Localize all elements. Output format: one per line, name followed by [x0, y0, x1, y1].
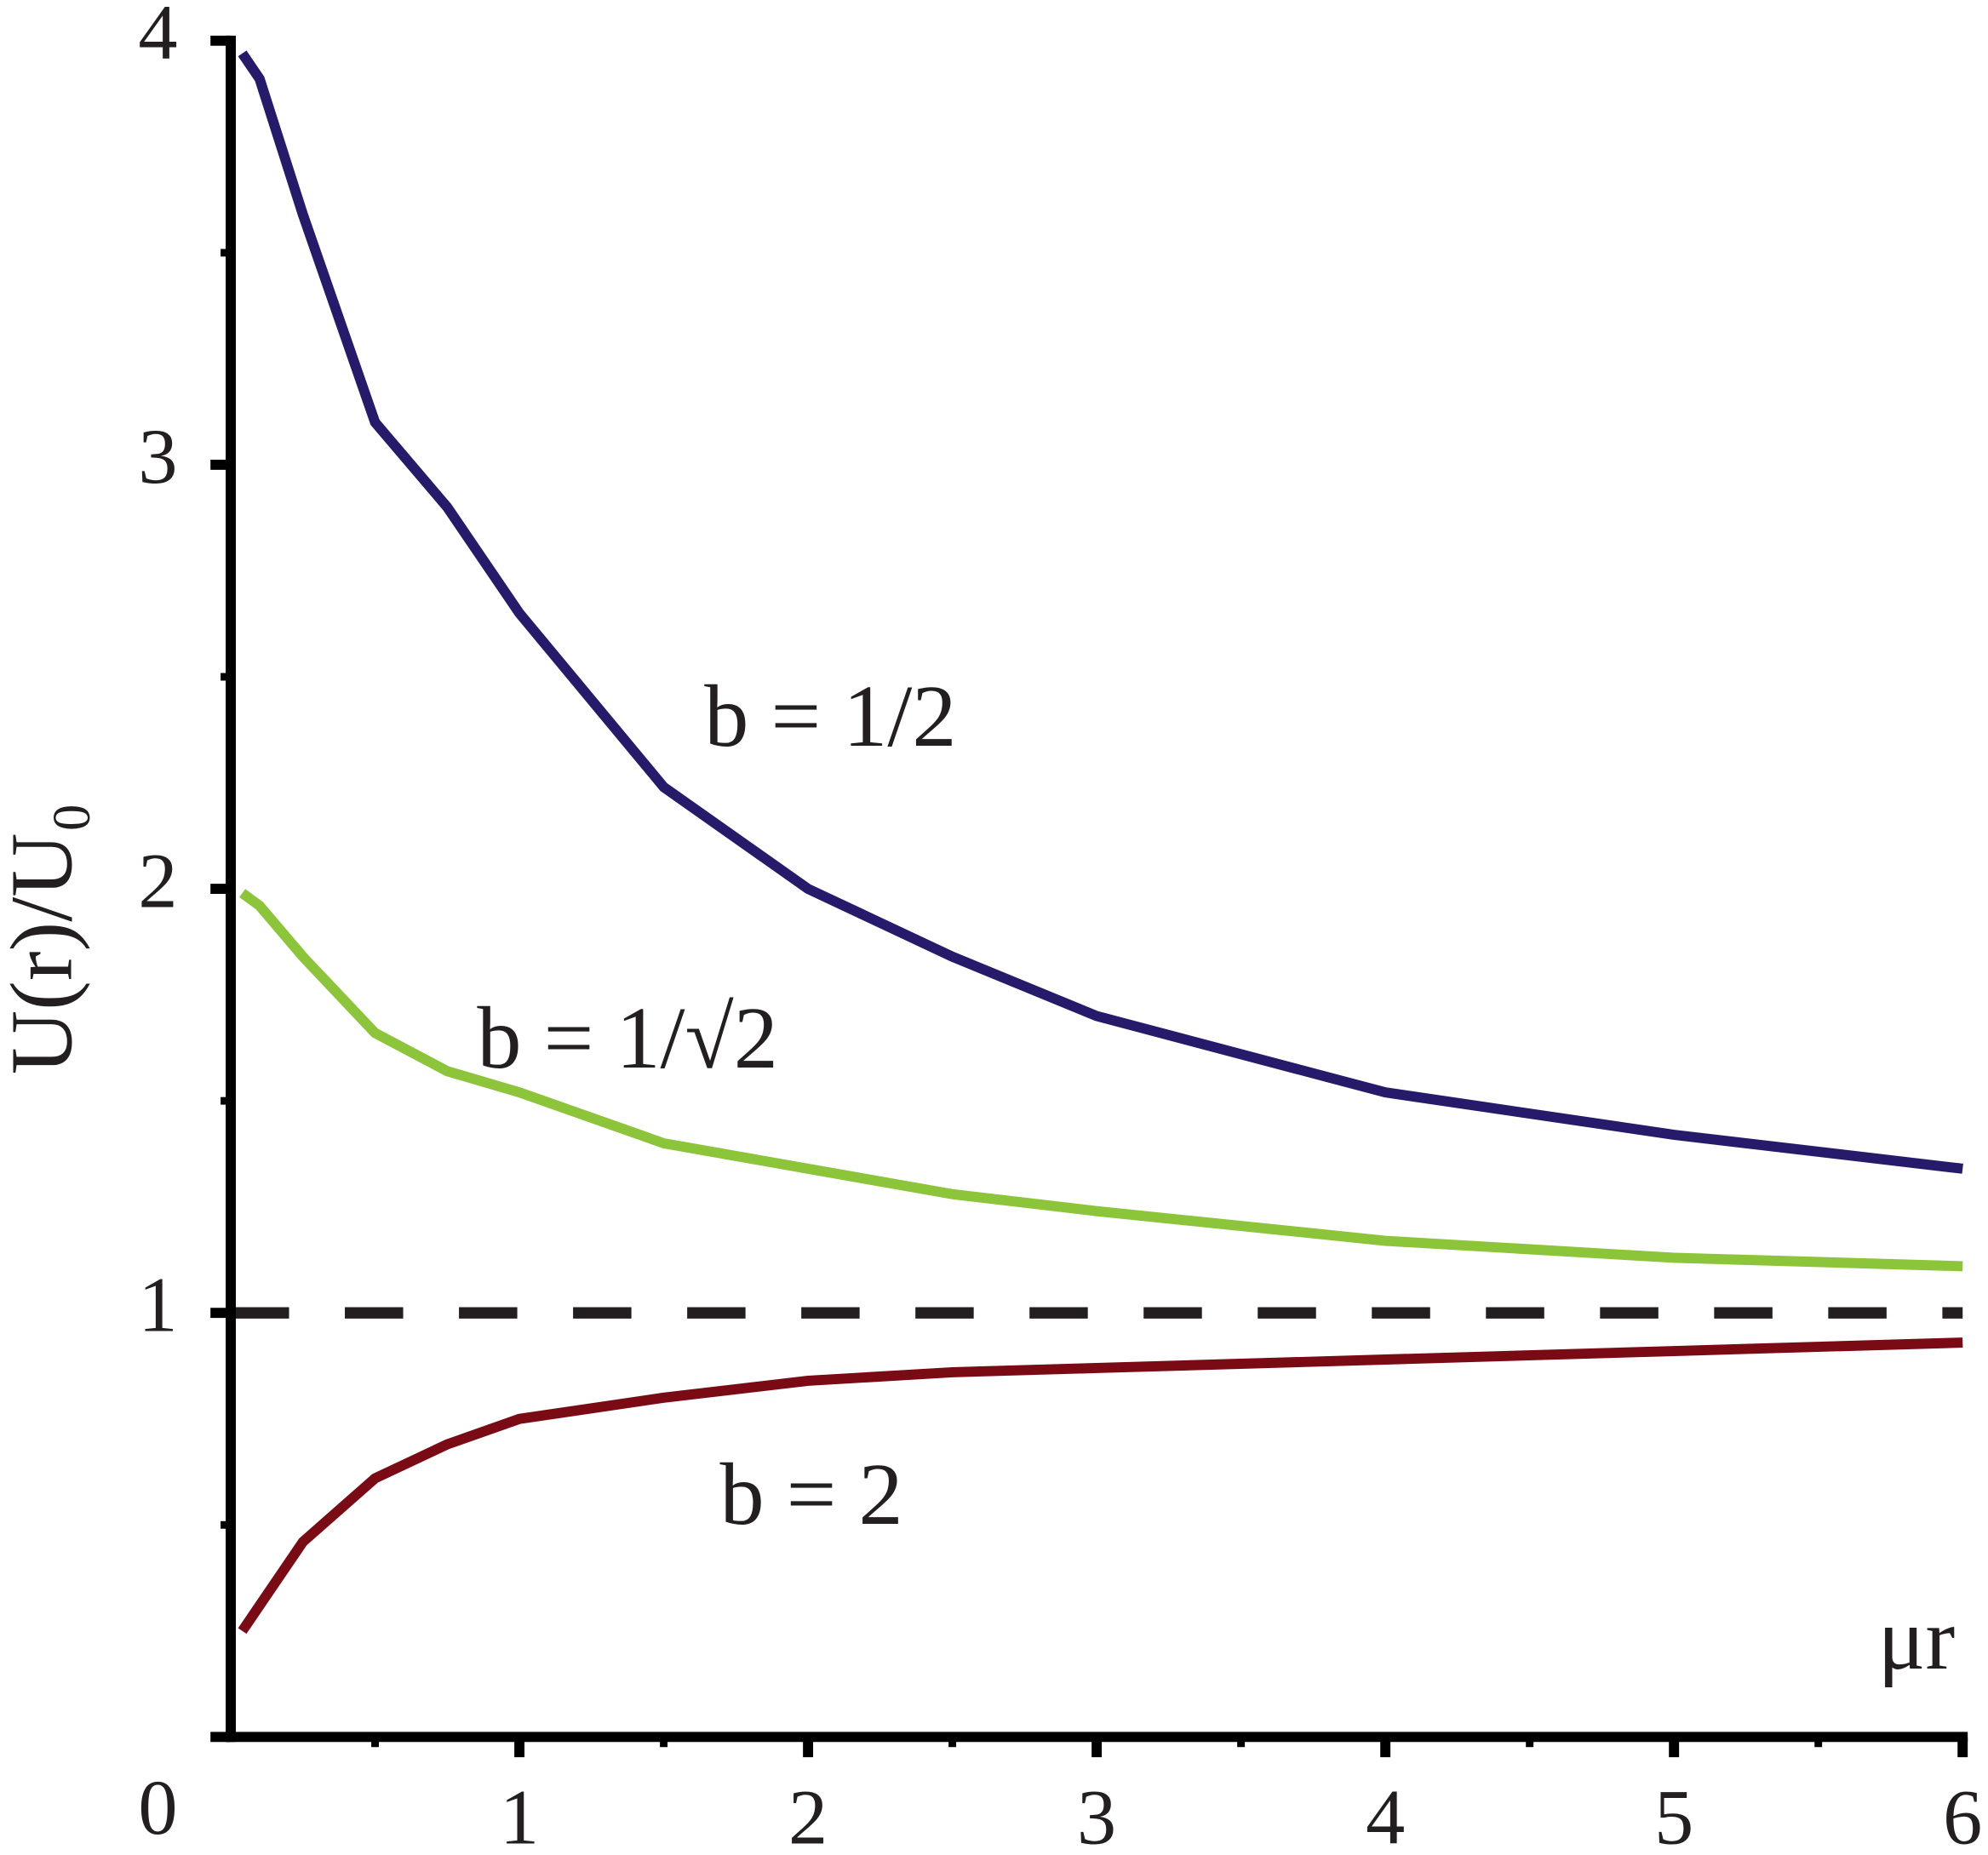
series-label: b = 1/√2: [477, 988, 777, 1087]
x-tick-label: 5: [1654, 1774, 1693, 1855]
y-tick-label: 4: [138, 0, 177, 76]
x-tick-label: 1: [500, 1774, 539, 1855]
x-tick-label: 3: [1077, 1774, 1116, 1855]
y-tick-label: 2: [138, 837, 177, 924]
series-line: [238, 1337, 1963, 1635]
series-line: [239, 889, 1963, 1272]
y-tick-label: 1: [138, 1261, 177, 1348]
x-tick-label: 4: [1366, 1774, 1405, 1855]
y-axis-label: U(r)/U₀: [0, 802, 90, 1074]
series-label: b = 2: [719, 1445, 902, 1543]
x-axis-label: μr: [1878, 1589, 1956, 1688]
series-label: b = 1/2: [704, 667, 956, 765]
y-tick-label: 3: [138, 413, 177, 500]
y-tick-label: 0: [138, 1764, 177, 1851]
x-tick-label: 2: [788, 1774, 828, 1855]
series-line: [238, 50, 1963, 1174]
x-tick-label: 6: [1943, 1774, 1982, 1855]
